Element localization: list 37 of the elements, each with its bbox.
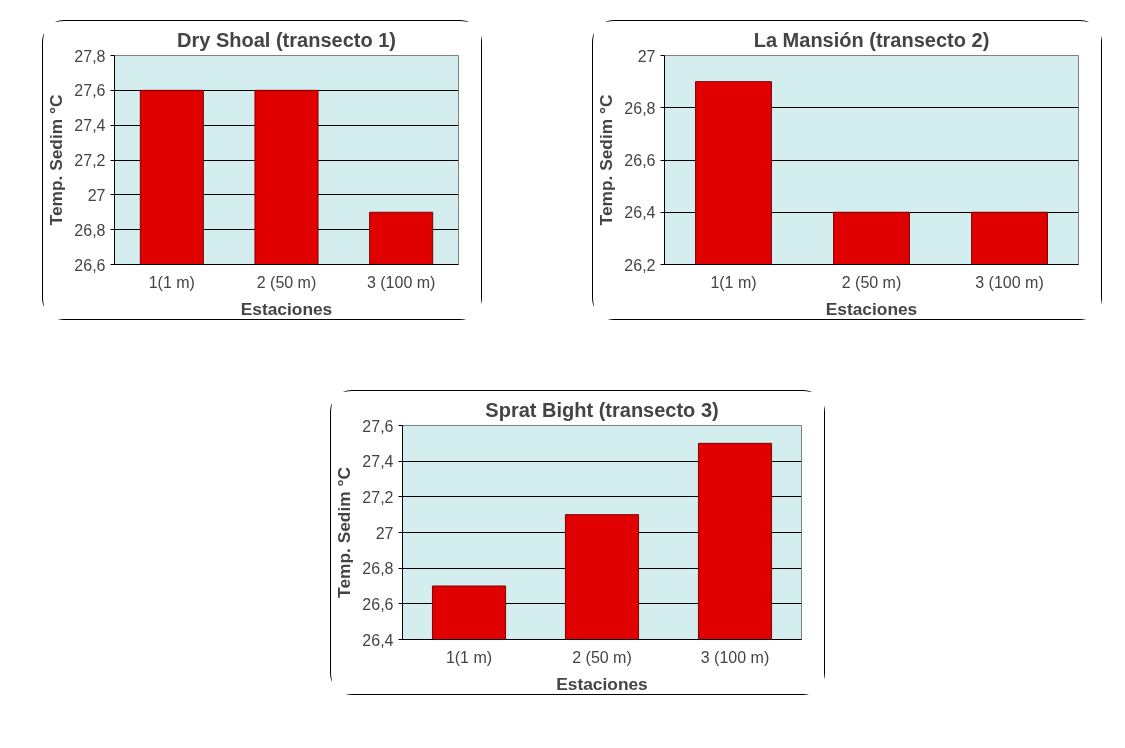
y-tick-label: 26,8 xyxy=(624,99,656,117)
x-axis-title: Estaciones xyxy=(556,673,648,694)
y-tick-label: 27 xyxy=(87,186,106,204)
x-axis-title: Estaciones xyxy=(825,298,918,319)
y-tick-label: 27,6 xyxy=(362,417,394,435)
y-tick-label: 26,6 xyxy=(624,152,656,169)
y-tick-label: 26,2 xyxy=(624,256,656,274)
x-tick-label: 2 (50 m) xyxy=(256,273,317,291)
y-tick-label: 27,2 xyxy=(362,488,394,506)
y-tick-label: 26,6 xyxy=(74,256,106,274)
y-tick-label: 27 xyxy=(375,524,394,542)
x-tick-label: 1(1 m) xyxy=(710,273,757,291)
chart-title: Dry Shoal (transecto 1) xyxy=(177,28,396,51)
chart-title: La Mansión (transecto 2) xyxy=(753,28,990,51)
y-axis-title: Temp. Sedim °C xyxy=(46,94,67,226)
y-axis-title: Temp. Sedim °C xyxy=(596,94,617,226)
x-tick-label: 3 (100 m) xyxy=(366,273,436,291)
y-tick-label: 27,4 xyxy=(74,117,106,135)
y-tick-label: 26,8 xyxy=(362,560,394,578)
y-tick-label: 27,4 xyxy=(362,453,394,471)
y-tick-label: 26,4 xyxy=(624,204,656,222)
y-tick-label: 27,6 xyxy=(74,82,106,100)
x-tick-label: 1(1 m) xyxy=(148,273,195,291)
x-tick-label: 1(1 m) xyxy=(445,648,493,666)
y-axis-title: Temp. Sedim °C xyxy=(334,466,355,598)
x-tick-label: 2 (50 m) xyxy=(572,648,632,666)
y-tick-label: 26,4 xyxy=(362,631,394,649)
x-tick-label: 3 (100 m) xyxy=(975,273,1044,291)
y-tick-label: 27 xyxy=(637,47,656,65)
y-tick-label: 26,6 xyxy=(362,595,394,613)
y-tick-label: 26,8 xyxy=(74,221,106,239)
y-tick-label: 27,8 xyxy=(74,47,106,65)
y-tick-label: 27,2 xyxy=(74,152,106,169)
x-tick-label: 2 (50 m) xyxy=(841,273,902,291)
x-axis-title: Estaciones xyxy=(240,298,333,319)
chart-title: Sprat Bight (transecto 3) xyxy=(485,398,719,421)
x-tick-label: 3 (100 m) xyxy=(700,648,770,666)
